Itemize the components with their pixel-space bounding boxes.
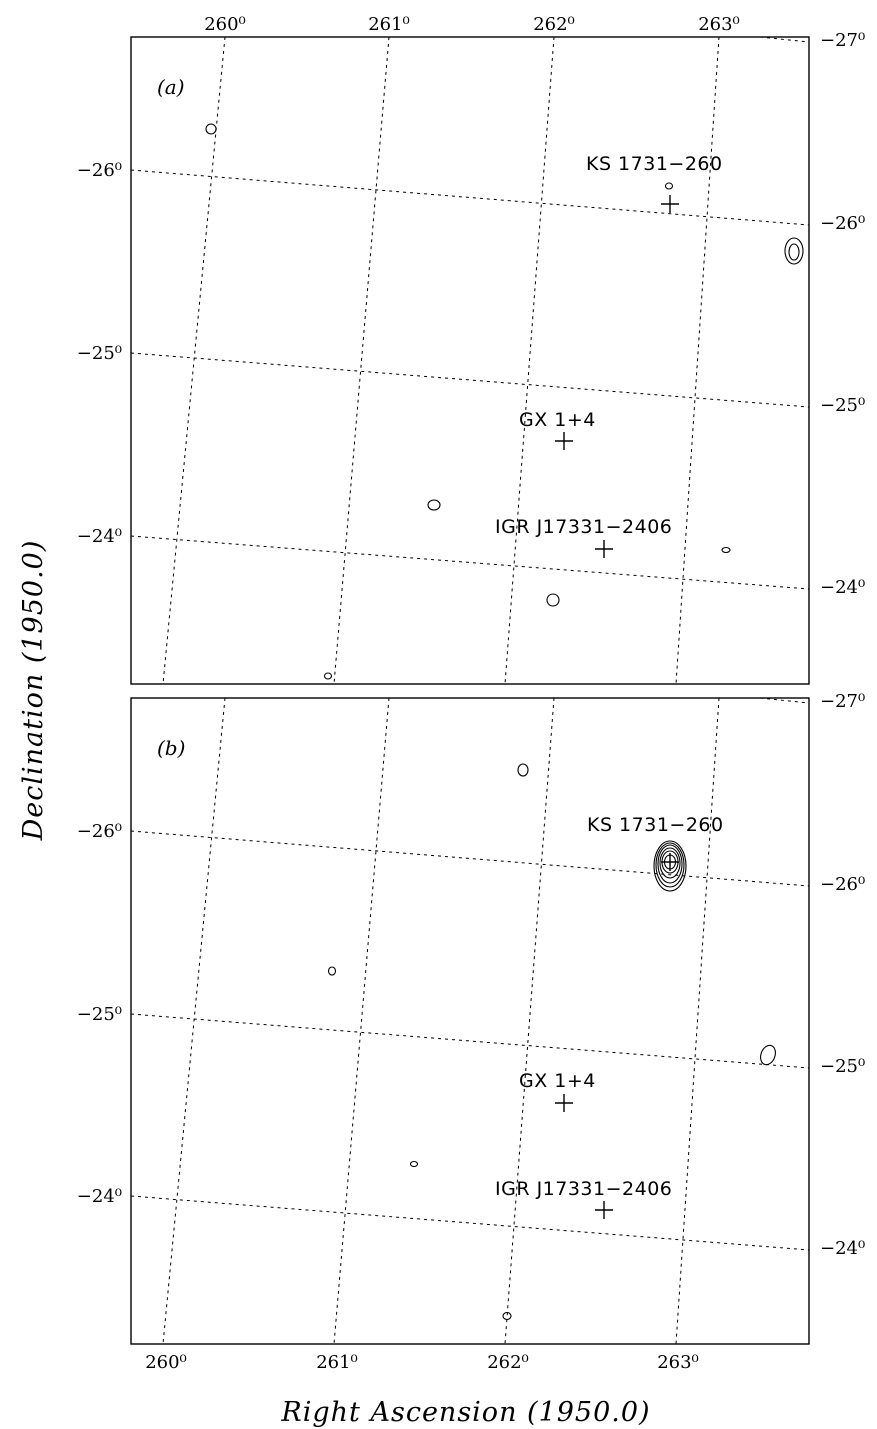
panel-a-source-gx1plus4 <box>555 432 573 450</box>
panel-b-contour <box>327 966 337 976</box>
panel-a-label-ks1731: KS 1731−260 <box>586 153 723 175</box>
panel-b-ra-gridline-262 <box>504 697 555 1345</box>
panel-a-dec-tick-right-24: −24⁰ <box>820 577 865 598</box>
panel-a-ra-gridline-261 <box>333 36 390 685</box>
panel-b-dec-tick-left-24: −24⁰ <box>77 1186 122 1207</box>
panel-b-contour <box>655 842 685 888</box>
panel-b-contour <box>502 1311 512 1321</box>
panel-b-label: (b) <box>157 736 185 760</box>
panel-a-contour <box>205 123 217 135</box>
panel-b-label-gx1plus4: GX 1+4 <box>519 1070 596 1092</box>
panel-a-ra-tick-261: 261⁰ <box>368 14 410 35</box>
panel-a-contour <box>721 546 731 554</box>
panel-b-ra-tick-263: 263⁰ <box>657 1352 699 1373</box>
panel-a-dec-gridline-25 <box>130 352 810 408</box>
y-axis-title: Declination (1950.0) <box>18 540 49 842</box>
panel-a-dec-tick-right-26: −26⁰ <box>820 213 865 234</box>
panel-a-contour <box>427 499 441 511</box>
panel-a-source-igr17331 <box>595 540 613 558</box>
panel-a-dec-tick-left-25: −25⁰ <box>77 343 122 364</box>
panel-b-dec-gridline-24 <box>130 1195 810 1251</box>
panel-b-ra-gridline-260 <box>162 697 226 1345</box>
panel-b-ra-tick-262: 262⁰ <box>487 1352 529 1373</box>
panel-b-dec-tick-right-24: −24⁰ <box>820 1238 865 1259</box>
panel-a-dec-gridline-26 <box>130 169 810 226</box>
panel-a-contour <box>788 243 800 261</box>
panel-a-label-gx1plus4: GX 1+4 <box>519 409 596 431</box>
panel-a-ra-gridline-263 <box>675 36 720 685</box>
x-axis-title: Right Ascension (1950.0) <box>280 1397 650 1428</box>
panel-b-dec-tick-left-25: −25⁰ <box>77 1004 122 1025</box>
panel-a-ra-gridline-262 <box>504 36 555 685</box>
panel-b-label-igr17331: IGR J17331−2406 <box>495 1178 672 1200</box>
panel-a: 260⁰ 261⁰ 262⁰ 263⁰ −26⁰ −25⁰ −24⁰ −27⁰ … <box>77 14 865 685</box>
panel-b-ra-tick-260: 260⁰ <box>145 1352 187 1373</box>
panel-b: 260⁰ 261⁰ 262⁰ 263⁰ −26⁰ −25⁰ −24⁰ −27⁰ … <box>77 691 865 1373</box>
panel-b-contour <box>517 763 529 777</box>
panel-a-label-igr17331: IGR J17331−2406 <box>495 516 672 538</box>
panel-a-ra-tick-262: 262⁰ <box>533 14 575 35</box>
panel-a-contour <box>664 182 674 190</box>
panel-a-ra-tick-260: 260⁰ <box>204 14 246 35</box>
panel-a-label: (a) <box>157 75 185 99</box>
panel-b-contour <box>663 854 677 870</box>
panel-b-label-ks1731: KS 1731−260 <box>587 814 724 836</box>
panel-a-dec-gridline-27 <box>759 36 810 43</box>
panel-b-dec-tick-right-27: −27⁰ <box>820 691 865 712</box>
panel-b-dec-gridline-25 <box>130 1013 810 1069</box>
panel-b-dec-tick-right-25: −25⁰ <box>820 1056 865 1077</box>
panel-a-contour <box>323 672 333 680</box>
panel-a-frame <box>130 36 810 685</box>
panel-a-dec-tick-left-24: −24⁰ <box>77 526 122 547</box>
panel-b-dec-gridline-27 <box>759 697 810 704</box>
panel-b-dec-tick-right-26: −26⁰ <box>820 874 865 895</box>
panel-b-ra-gridline-261 <box>333 697 390 1345</box>
panel-b-dec-tick-left-26: −26⁰ <box>77 821 122 842</box>
panel-b-contour <box>657 844 683 884</box>
panel-b-frame <box>130 697 810 1345</box>
panel-b-dec-gridline-26 <box>130 830 810 887</box>
panel-b-contour <box>653 840 687 892</box>
panel-a-contour <box>784 237 804 265</box>
panel-a-dec-tick-right-25: −25⁰ <box>820 395 865 416</box>
panel-b-ra-gridline-263 <box>675 697 720 1345</box>
panel-b-contour <box>760 1044 776 1066</box>
panel-b-contour <box>409 1160 419 1168</box>
panel-a-source-ks1731 <box>661 195 679 213</box>
panel-b-source-gx1plus4 <box>555 1094 573 1112</box>
panel-a-contour <box>546 593 560 607</box>
panel-a-ra-tick-263: 263⁰ <box>698 14 740 35</box>
panel-a-ra-gridline-260 <box>162 36 226 685</box>
panel-b-contour <box>659 847 681 879</box>
panel-a-dec-tick-left-26: −26⁰ <box>77 160 122 181</box>
panel-b-contour <box>661 850 679 874</box>
panel-b-ra-tick-261: 261⁰ <box>316 1352 358 1373</box>
panel-b-source-igr17331 <box>595 1201 613 1219</box>
panel-a-dec-gridline-24 <box>130 535 810 590</box>
panel-a-dec-tick-right-27: −27⁰ <box>820 30 865 51</box>
